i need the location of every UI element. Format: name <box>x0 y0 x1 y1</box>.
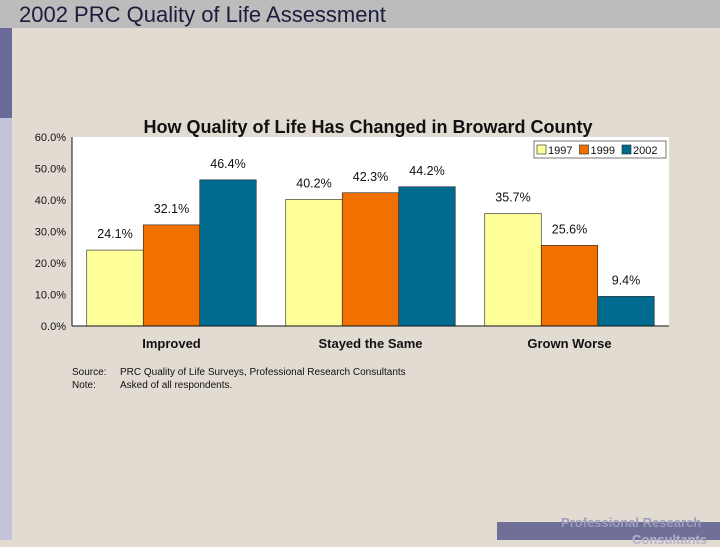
y-tick-label: 60.0% <box>35 132 66 144</box>
data-label: 25.6% <box>552 222 587 236</box>
y-tick-label: 40.0% <box>35 195 66 207</box>
legend-label-1999: 1999 <box>591 145 615 157</box>
y-tick-label: 50.0% <box>35 164 66 176</box>
footer-bar <box>497 522 720 540</box>
bar-1999-improved <box>142 224 201 327</box>
data-label: 40.2% <box>296 176 331 190</box>
note-label: Note: <box>72 380 96 391</box>
legend-box <box>533 140 667 159</box>
data-label: 42.3% <box>353 170 388 184</box>
bar-2002-stayed-the-same <box>398 186 456 327</box>
chart-title: How Quality of Life Has Changed in Browa… <box>143 117 592 137</box>
bar-1997-stayed-the-same <box>285 199 343 327</box>
y-tick-label: 0.0% <box>41 321 66 333</box>
category-label: Stayed the Same <box>318 336 422 351</box>
data-label: 32.1% <box>154 202 189 216</box>
left-accent-strip <box>0 28 12 540</box>
y-tick-label: 20.0% <box>35 258 66 270</box>
legend-swatch-2002 <box>621 144 632 155</box>
data-label: 35.7% <box>495 191 530 205</box>
note-text: Asked of all respondents. <box>120 380 233 391</box>
y-tick-label: 10.0% <box>35 290 66 302</box>
y-tick-label: 30.0% <box>35 227 66 239</box>
data-label: 24.1% <box>97 227 132 241</box>
title-bar <box>0 0 720 28</box>
bar-1999-stayed-the-same <box>341 192 400 327</box>
bar-1999-grown-worse <box>540 245 599 327</box>
category-label: Grown Worse <box>527 336 611 351</box>
data-label: 46.4% <box>210 157 245 171</box>
footer-company-line1: Professional Research <box>561 515 702 530</box>
legend-label-2002: 2002 <box>633 145 657 157</box>
left-accent-strip-dark <box>0 28 12 118</box>
bar-1997-grown-worse <box>484 213 542 327</box>
bar-1997-improved <box>86 249 144 327</box>
bar-2002-grown-worse <box>597 296 655 327</box>
legend-label-1997: 1997 <box>548 145 572 157</box>
bar-2002-improved <box>199 179 257 327</box>
data-label: 9.4% <box>612 273 641 287</box>
legend-swatch-1999 <box>579 144 589 155</box>
source-text: PRC Quality of Life Surveys, Professiona… <box>120 367 406 378</box>
data-label: 44.2% <box>409 164 444 178</box>
page-title: 2002 PRC Quality of Life Assessment <box>19 2 386 27</box>
source-label: Source: <box>72 367 107 378</box>
legend-swatch-1997 <box>536 144 547 155</box>
category-label: Improved <box>142 336 201 351</box>
